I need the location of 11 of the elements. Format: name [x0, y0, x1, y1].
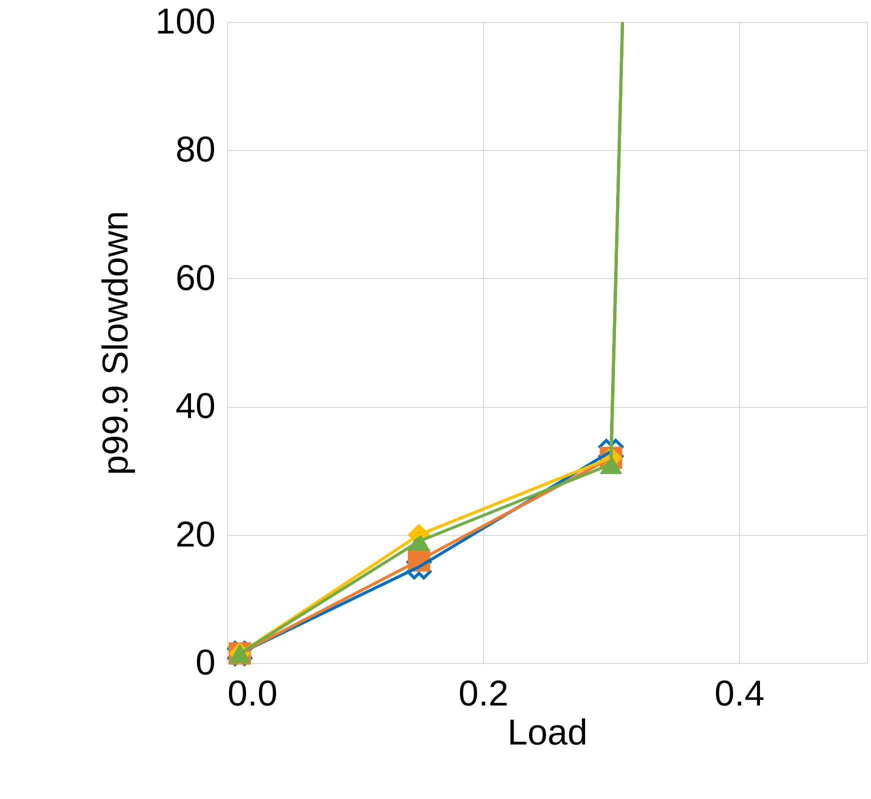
y-tick-label: 60: [175, 256, 216, 298]
y-tick-label: 20: [175, 513, 216, 554]
x-tick-label: 0.4: [714, 672, 765, 714]
x-tick-label: 0.2: [458, 672, 509, 714]
y-tick-label: 40: [175, 385, 216, 426]
y-tick-label: 80: [175, 128, 216, 170]
y-tick-label: 100: [155, 0, 216, 42]
x-axis-title: Load: [507, 712, 588, 752]
y-tick-label: 0: [195, 642, 216, 682]
y-axis-title: p99.9 Slowdown: [94, 210, 136, 476]
x-tick-label: 0.0: [228, 672, 278, 714]
